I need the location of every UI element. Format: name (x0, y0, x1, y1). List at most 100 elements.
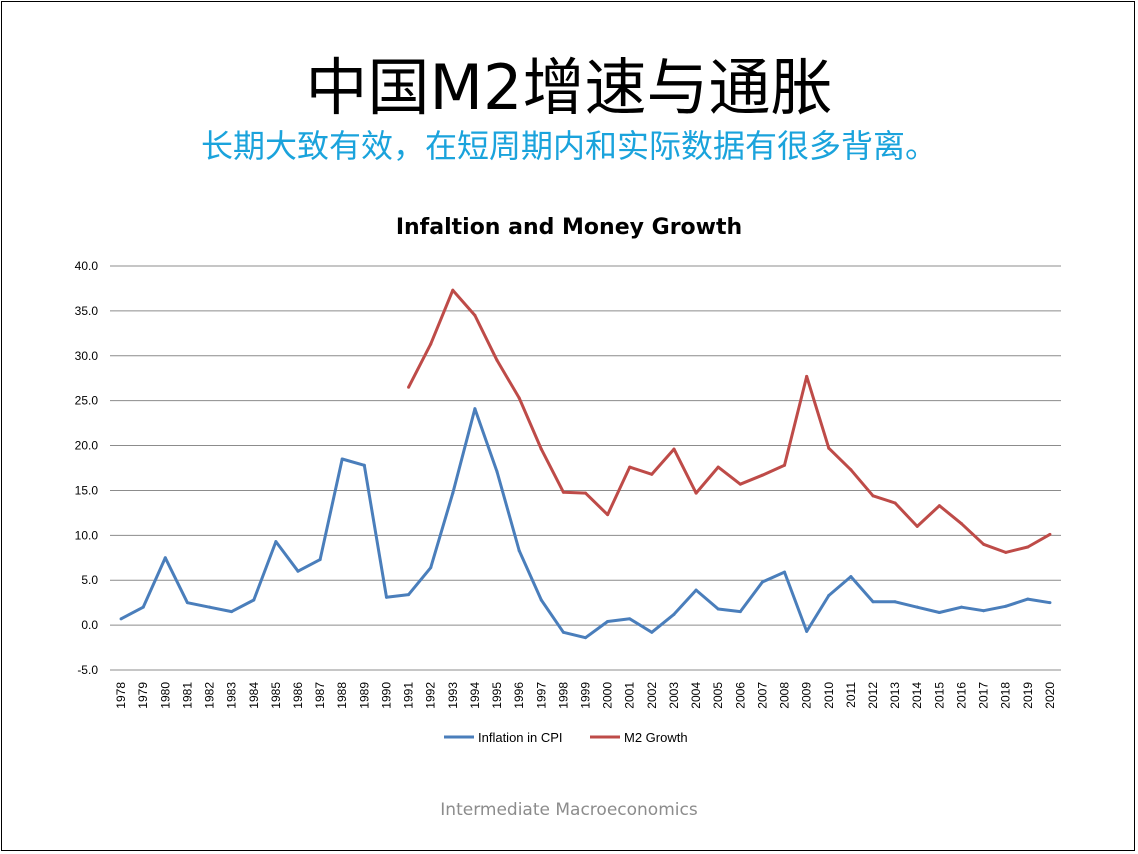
data-point (252, 598, 256, 602)
data-point (959, 605, 963, 609)
data-point (783, 463, 787, 467)
data-point (429, 342, 433, 346)
data-point (384, 595, 388, 599)
data-point (849, 468, 853, 472)
y-tick-label: 0.0 (81, 618, 98, 632)
x-tick-label: 1978 (114, 682, 128, 709)
x-tick-label: 2018 (999, 682, 1013, 709)
x-tick-label: 2007 (755, 682, 769, 709)
data-point (407, 385, 411, 389)
data-point (561, 490, 565, 494)
data-point (827, 446, 831, 450)
x-tick-label: 2002 (645, 682, 659, 709)
data-point (650, 630, 654, 634)
x-tick-label: 2006 (733, 682, 747, 709)
data-point (584, 636, 587, 640)
legend-label-1: M2 Growth (624, 730, 688, 745)
data-point (650, 472, 654, 476)
data-point (937, 504, 941, 508)
data-point (915, 605, 919, 609)
y-tick-label: -5.0 (77, 663, 98, 677)
series-line-0 (120, 407, 1051, 640)
y-tick-label: 20.0 (75, 439, 99, 453)
data-point (738, 610, 742, 614)
y-tick-label: 25.0 (75, 394, 99, 408)
slide-footer: Intermediate Macroeconomics (440, 800, 698, 820)
x-tick-label: 1999 (579, 682, 593, 709)
series-line-1 (407, 288, 1051, 554)
x-tick-label: 2013 (888, 682, 902, 709)
x-tick-label: 1988 (335, 682, 349, 709)
x-tick-label: 2005 (711, 682, 725, 709)
data-point (606, 513, 610, 517)
data-point (429, 566, 433, 570)
x-tick-label: 1995 (490, 682, 504, 709)
x-tick-label: 1987 (313, 682, 327, 709)
data-point (1048, 532, 1052, 536)
data-point (296, 569, 300, 573)
data-point (915, 524, 919, 528)
data-point (827, 593, 831, 597)
data-point (871, 600, 875, 604)
x-tick-label: 2001 (623, 682, 637, 709)
x-tick-label: 1980 (158, 682, 172, 709)
data-point (318, 558, 322, 562)
data-point (805, 374, 809, 378)
x-tick-label: 1981 (180, 682, 194, 709)
x-tick-label: 1979 (136, 682, 150, 709)
chart-title: Infaltion and Money Growth (395, 215, 743, 240)
x-tick-label: 1994 (468, 682, 482, 709)
data-point (340, 457, 344, 461)
data-point (539, 447, 543, 451)
x-tick-label: 2008 (778, 682, 792, 709)
x-tick-label: 2011 (844, 682, 858, 708)
x-tick-label: 2009 (800, 682, 814, 709)
y-tick-label: 35.0 (75, 304, 99, 318)
slide-subtitle: 长期大致有效，在短周期内和实际数据有很多背离。 (200, 127, 937, 165)
data-point (407, 593, 411, 597)
x-axis-tick-labels: 1978 1979 1980 1981 1982 1983 1984 1985 1986 1987… (114, 682, 1057, 709)
x-tick-label: 2012 (866, 682, 880, 709)
data-point (672, 612, 676, 616)
data-point (959, 522, 963, 526)
x-tick-label: 2000 (601, 682, 615, 709)
data-point (760, 473, 764, 477)
x-tick-label: 2016 (954, 682, 968, 709)
x-tick-label: 2010 (822, 682, 836, 709)
x-tick-label: 1982 (203, 682, 217, 709)
x-tick-label: 1993 (446, 682, 460, 709)
data-point (1026, 597, 1030, 601)
chart-legend: Inflation in CPI M2 Growth (444, 730, 688, 745)
legend-label-0: Inflation in CPI (478, 730, 563, 745)
data-point (893, 600, 897, 604)
data-point (628, 465, 632, 469)
data-point (561, 630, 565, 634)
data-point (716, 607, 720, 611)
data-point (1004, 550, 1008, 554)
y-axis-tick-labels: 40.0 35.0 30.0 25.0 20.0 15.0 10.0 5.0 0.0 -5.0 (75, 259, 99, 677)
data-point (849, 575, 853, 579)
data-point (362, 463, 366, 467)
x-tick-label: 2020 (1043, 682, 1057, 709)
y-tick-label: 5.0 (81, 573, 98, 587)
x-tick-label: 1985 (269, 682, 283, 709)
data-point (495, 358, 499, 362)
x-tick-label: 2014 (910, 682, 924, 709)
data-point (473, 313, 477, 317)
chart-series-lines (119, 288, 1052, 640)
x-tick-label: 1992 (424, 682, 438, 709)
data-point (805, 629, 809, 633)
y-tick-label: 15.0 (75, 483, 99, 497)
data-point (185, 601, 189, 605)
data-point (1004, 604, 1008, 608)
x-tick-label: 1997 (534, 682, 548, 709)
data-point (584, 491, 587, 495)
data-point (1026, 545, 1030, 549)
x-tick-label: 1991 (402, 682, 416, 709)
x-tick-label: 1990 (379, 682, 393, 709)
data-point (473, 407, 477, 411)
x-tick-label: 1996 (512, 682, 526, 709)
data-point (517, 396, 521, 400)
